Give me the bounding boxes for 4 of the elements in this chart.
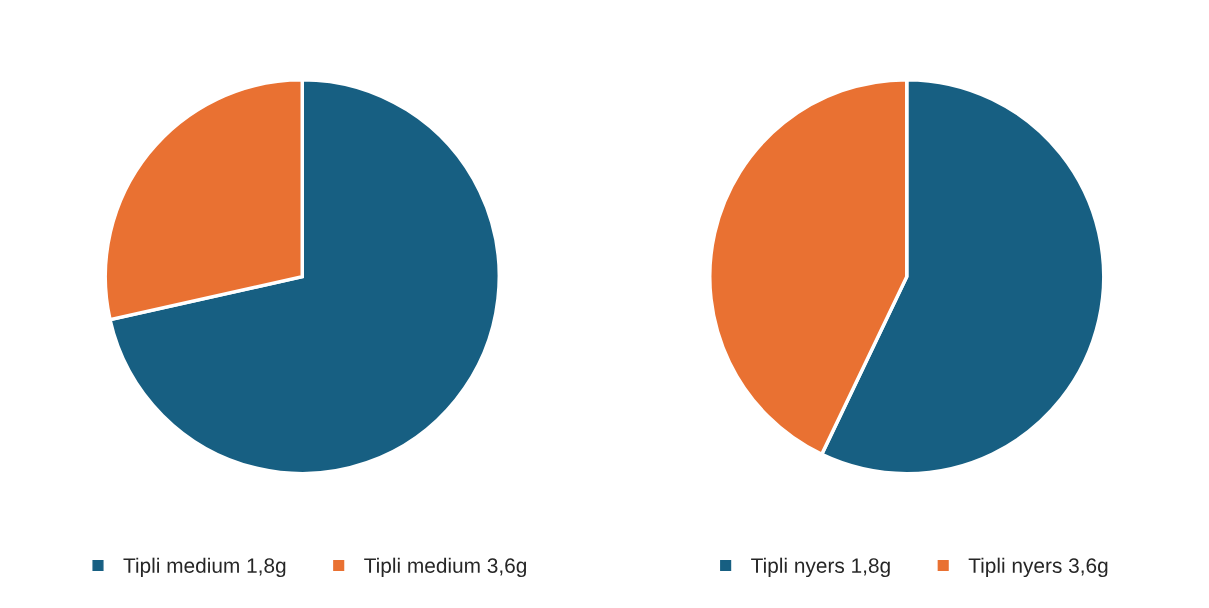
legend-label: Tipli medium 3,6g xyxy=(364,557,526,578)
legend-label: Tipli nyers 1,8g xyxy=(751,557,890,578)
legend-label: Tipli medium 1,8g xyxy=(123,557,286,578)
legend-label: Tipli nyers 3,6g xyxy=(968,557,1108,578)
